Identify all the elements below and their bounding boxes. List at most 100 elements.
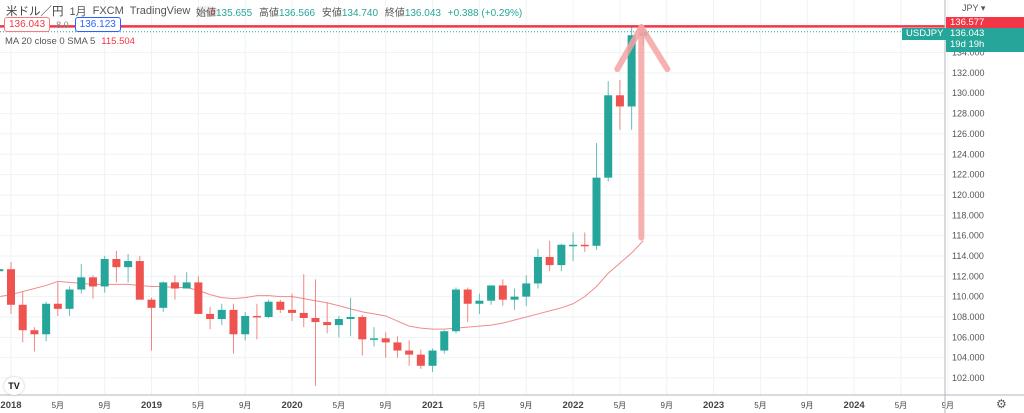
symbol-name[interactable]: 米ドル／円 xyxy=(6,6,64,18)
indicator-value: 115.504 xyxy=(101,36,135,47)
currency-selector[interactable]: JPY ▾ xyxy=(962,3,986,13)
candle xyxy=(288,293,297,322)
y-tick-label: 126.000 xyxy=(952,129,985,139)
candle xyxy=(393,336,402,358)
y-tick-label: 110.000 xyxy=(952,292,984,302)
candle xyxy=(463,287,472,323)
candle-body xyxy=(299,312,308,318)
candle xyxy=(416,349,425,369)
x-tick-label: 2024 xyxy=(844,400,866,411)
candle-body xyxy=(533,256,542,284)
candle xyxy=(615,80,624,130)
interval[interactable]: 1月 xyxy=(69,6,87,18)
x-tick-label: 5月 xyxy=(614,401,626,410)
candle xyxy=(100,255,109,293)
candle xyxy=(65,286,74,316)
x-tick-label: 2021 xyxy=(422,400,444,411)
candle-body xyxy=(311,317,320,323)
x-tick-label: 9月 xyxy=(98,401,110,410)
x-tick-label: 9月 xyxy=(661,401,673,410)
arrow-annotation-head xyxy=(614,24,671,73)
candle-body xyxy=(135,261,144,300)
candle-body xyxy=(124,261,133,268)
x-tick-label: 2022 xyxy=(563,400,584,411)
open-value: 135.655 xyxy=(216,8,253,19)
source: TradingView xyxy=(129,5,191,17)
y-tick-label: 116.000 xyxy=(952,231,984,241)
candle-body xyxy=(381,338,390,343)
y-tick-label: 114.000 xyxy=(952,251,984,261)
ohlc-legend: 始値135.655 高値136.566 安値134.740 終値136.043 … xyxy=(196,4,526,19)
candle-body xyxy=(510,296,519,300)
candle xyxy=(428,348,437,372)
close-value: 136.043 xyxy=(404,8,441,19)
candle-body xyxy=(276,301,285,310)
candle-body xyxy=(252,315,261,318)
candle-body xyxy=(288,309,297,313)
candle-body xyxy=(229,309,238,335)
candle-body xyxy=(42,303,51,335)
y-tick-label: 104.000 xyxy=(952,353,985,363)
candle xyxy=(182,272,191,289)
candle xyxy=(533,248,542,289)
candle-body xyxy=(405,350,414,355)
candle xyxy=(7,262,15,314)
candle-body xyxy=(53,303,62,309)
candle-body xyxy=(182,282,191,289)
x-tick-label: 9月 xyxy=(239,401,251,410)
candle xyxy=(522,275,531,306)
candle xyxy=(451,287,460,334)
x-tick-label: 9月 xyxy=(520,401,532,410)
candle-body xyxy=(77,277,86,290)
open-label: 始値 xyxy=(196,8,216,19)
candle-body xyxy=(557,244,566,266)
candle-body xyxy=(604,95,613,178)
candle-body xyxy=(241,315,250,335)
candle-body xyxy=(428,350,437,366)
y-tick-label: 118.000 xyxy=(952,210,984,220)
y-tick-label: 128.000 xyxy=(952,109,985,119)
candle-body xyxy=(147,299,156,308)
symbol-tag: USDJPY xyxy=(902,28,948,40)
y-tick-label: 106.000 xyxy=(952,332,985,342)
indicator-label: MA 20 close 0 SMA 5 xyxy=(5,36,96,47)
candle xyxy=(498,279,507,306)
candle-body xyxy=(112,259,121,268)
candle-body xyxy=(217,309,226,320)
candle-body xyxy=(370,338,379,340)
candle xyxy=(346,297,355,337)
candle-body xyxy=(592,177,601,246)
candle xyxy=(77,264,86,294)
candle-body xyxy=(65,289,74,309)
candle xyxy=(580,232,589,252)
exchange: FXCM xyxy=(92,5,124,17)
candle-body xyxy=(346,316,355,320)
candle xyxy=(569,232,578,262)
candle xyxy=(311,279,320,387)
tradingview-logo[interactable]: TV xyxy=(4,377,24,395)
sell-button[interactable]: 136.043 xyxy=(4,17,51,32)
trade-buttons: 136.043 8.0 136.123 xyxy=(4,17,121,32)
settings-gear-icon[interactable]: ⚙ xyxy=(996,397,1007,411)
candle xyxy=(124,253,133,283)
x-tick-label: 9月 xyxy=(801,401,813,410)
candle xyxy=(475,293,484,314)
candle xyxy=(18,291,27,343)
candle-body xyxy=(0,269,4,272)
candle-body xyxy=(545,256,554,266)
y-tick-label: 120.000 xyxy=(952,190,985,200)
x-tick-label: 5月 xyxy=(192,401,204,410)
candle xyxy=(592,143,601,250)
x-tick-label: 2020 xyxy=(281,400,302,411)
candle-body xyxy=(487,285,496,301)
indicator-legend[interactable]: MA 20 close 0 SMA 5 115.504 xyxy=(5,36,135,47)
candle-body xyxy=(358,316,367,340)
buy-button[interactable]: 136.123 xyxy=(74,17,121,32)
candle-body xyxy=(463,289,472,304)
collapse-toggle[interactable] xyxy=(196,5,219,17)
candle xyxy=(53,282,62,316)
y-tick-label: 112.000 xyxy=(952,271,984,281)
x-tick-label: 5月 xyxy=(895,401,907,410)
